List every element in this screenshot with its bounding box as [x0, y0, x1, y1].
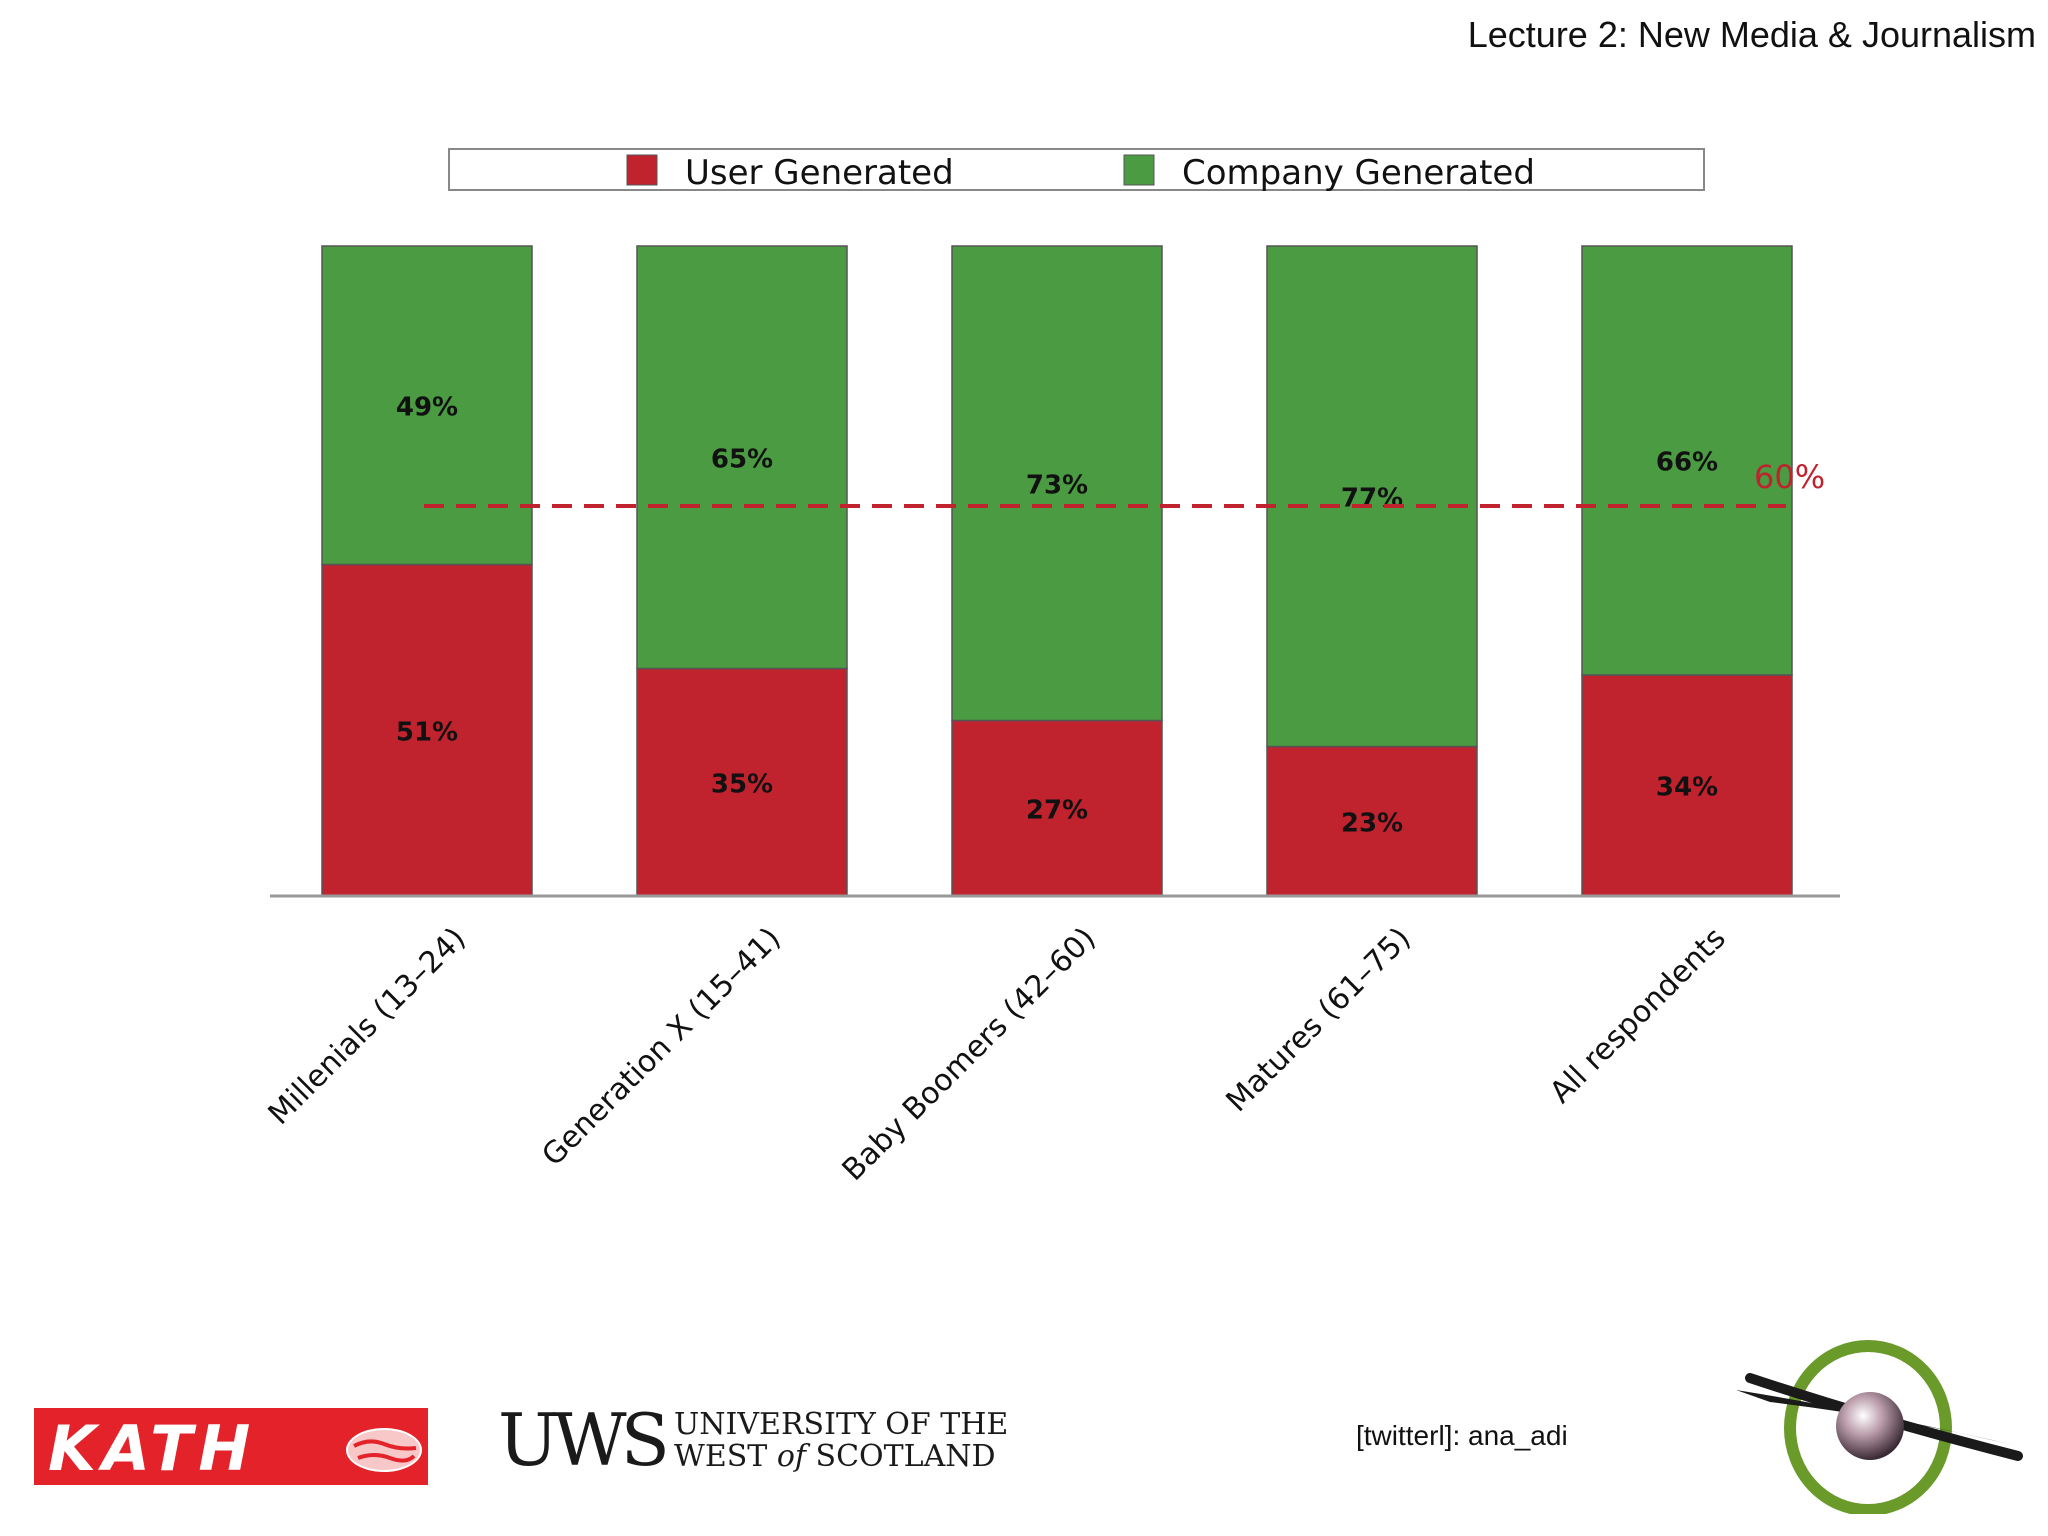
x-axis: Millenials (13–24) Generation X (15–41) Ba…: [262, 894, 1840, 1188]
data-label-0-1: 35%: [711, 769, 773, 799]
bar-0-1: [636, 667, 848, 897]
data-label-0-3: 23%: [1341, 808, 1403, 838]
bar-0-3: [1266, 745, 1478, 897]
legend-label-0: User Generated: [685, 153, 954, 193]
kath-logo: KATH: [34, 1408, 428, 1485]
uws-logo-line2: WEST of SCOTLAND: [674, 1442, 996, 1472]
data-label-1-3: 77%: [1341, 483, 1403, 513]
data-label-1-1: 65%: [711, 444, 773, 474]
legend-label-1: Company Generated: [1182, 153, 1535, 193]
eye-orbit-icon: [1730, 1338, 2026, 1516]
x-tick-label-0: Millenials (13–24): [262, 921, 473, 1132]
reference-line-label: 60%: [1754, 458, 1825, 496]
x-tick-label-4: All respondents: [1543, 921, 1732, 1110]
reference-line-group: 60%: [424, 458, 1825, 508]
uws-logo-line2-of: of: [776, 1439, 807, 1474]
uws-logo: UWS UNIVERSITY OF THE WEST of SCOTLAND: [498, 1398, 1008, 1490]
stacked-bar-chart: User Generated Company Generated 51% 49% 35…: [262, 148, 1840, 1188]
data-label-0-2: 27%: [1026, 795, 1088, 825]
bar-1-1: [636, 245, 848, 670]
legend-swatch-0: [626, 154, 658, 186]
legend: User Generated Company Generated: [448, 148, 1705, 193]
bar-1-3: [1266, 245, 1478, 748]
data-label-0-4: 34%: [1656, 773, 1718, 803]
legend-swatch-1: [1123, 154, 1155, 186]
twitter-handle: [twitterl]: ana_adi: [1356, 1420, 1568, 1451]
page-title: Lecture 2: New Media & Journalism: [1467, 14, 2036, 55]
data-label-1-4: 66%: [1656, 448, 1718, 478]
uws-logo-mark: UWS: [498, 1398, 670, 1482]
x-tick-label-2: Baby Boomers (42–60): [836, 921, 1103, 1188]
uws-logo-line2-c: SCOTLAND: [806, 1439, 996, 1474]
data-label-1-2: 73%: [1026, 470, 1088, 500]
kath-logo-art: KATH: [48, 1412, 422, 1485]
bar-1-4: [1581, 245, 1793, 676]
bar-1-2: [951, 245, 1163, 722]
x-tick-label-3: Matures (61–75): [1220, 921, 1418, 1119]
uws-logo-line1: UNIVERSITY OF THE: [674, 1407, 1009, 1442]
bar-0-4: [1581, 674, 1793, 897]
bars: 51% 49% 35% 65% 27% 73% 23% 77% 34% 66%: [321, 245, 1793, 897]
data-label-1-0: 49%: [396, 392, 458, 422]
bar-1-0: [321, 245, 533, 566]
uws-logo-line2-a: WEST: [674, 1439, 777, 1474]
globe-icon: [346, 1428, 422, 1472]
kath-logo-text: KATH: [48, 1412, 256, 1485]
data-label-0-0: 51%: [396, 717, 458, 747]
x-tick-label-1: Generation X (15–41): [535, 921, 787, 1173]
legend-box: [448, 148, 1705, 191]
